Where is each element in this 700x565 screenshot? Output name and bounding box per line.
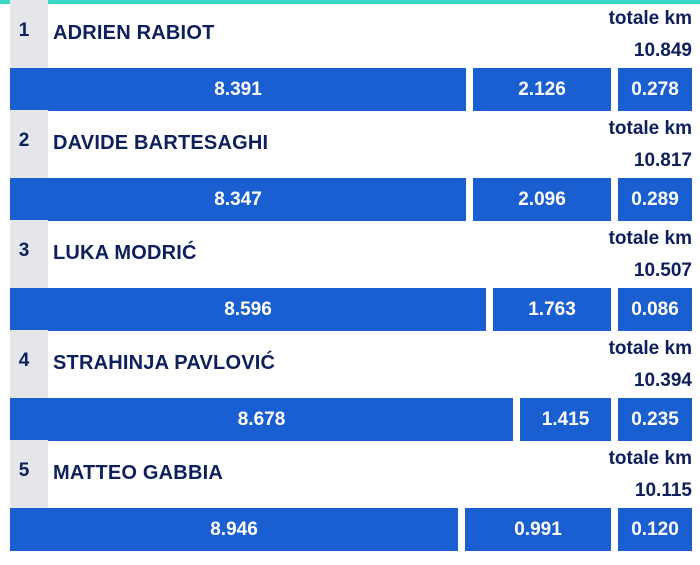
bar-segment-3: 0.086 xyxy=(618,288,692,331)
bar-segment-1: 8.678 xyxy=(10,398,513,441)
bar-segment-1: 8.391 xyxy=(10,68,466,111)
bar-segment-2: 1.415 xyxy=(520,398,611,441)
total-label: totale km xyxy=(608,228,692,249)
bar-segment-2: 0.991 xyxy=(465,508,611,551)
total-value: 10.817 xyxy=(633,150,692,171)
player-name: DAVIDE BARTESAGHI xyxy=(53,132,269,154)
player-row-1: 1 ADRIEN RABIOT totale km 10.849 8.391 2… xyxy=(0,0,700,111)
player-row-2: 2 DAVIDE BARTESAGHI totale km 10.817 8.3… xyxy=(0,110,700,221)
bar-segment-2: 2.096 xyxy=(473,178,611,221)
bar-segment-3: 0.289 xyxy=(618,178,692,221)
bar-segment-1: 8.347 xyxy=(10,178,466,221)
player-row-3: 3 LUKA MODRIĆ totale km 10.507 8.596 1.7… xyxy=(0,220,700,331)
total-value: 10.849 xyxy=(633,40,692,61)
rank-number: 5 xyxy=(18,460,30,481)
player-name: LUKA MODRIĆ xyxy=(53,242,197,264)
rank-cell xyxy=(10,220,48,288)
total-label: totale km xyxy=(608,338,692,359)
total-label: totale km xyxy=(608,8,692,29)
bar-segment-2: 2.126 xyxy=(473,68,611,111)
bar-segment-2: 1.763 xyxy=(493,288,611,331)
rank-number: 3 xyxy=(18,240,30,261)
rank-number: 2 xyxy=(18,130,30,151)
rank-cell xyxy=(10,330,48,398)
bar-segment-3: 0.235 xyxy=(618,398,692,441)
top-accent-line xyxy=(0,0,700,4)
bar-segment-3: 0.278 xyxy=(618,68,692,111)
player-name: STRAHINJA PAVLOVIĆ xyxy=(53,352,276,374)
bar-segment-3: 0.120 xyxy=(618,508,692,551)
rank-number: 1 xyxy=(18,20,30,41)
total-label: totale km xyxy=(608,448,692,469)
player-row-4: 4 STRAHINJA PAVLOVIĆ totale km 10.394 8.… xyxy=(0,330,700,441)
total-value: 10.394 xyxy=(633,370,692,391)
total-value: 10.115 xyxy=(634,480,692,501)
bar-segment-1: 8.946 xyxy=(10,508,458,551)
total-value: 10.507 xyxy=(633,260,692,281)
rank-cell xyxy=(10,0,48,68)
player-name: MATTEO GABBIA xyxy=(53,462,223,484)
bar-segment-1: 8.596 xyxy=(10,288,486,331)
rank-number: 4 xyxy=(18,350,30,371)
rank-cell xyxy=(10,110,48,178)
player-row-5: 5 MATTEO GABBIA totale km 10.115 8.946 0… xyxy=(0,440,700,551)
total-label: totale km xyxy=(608,118,692,139)
rank-cell xyxy=(10,440,48,508)
player-name: ADRIEN RABIOT xyxy=(53,22,215,44)
